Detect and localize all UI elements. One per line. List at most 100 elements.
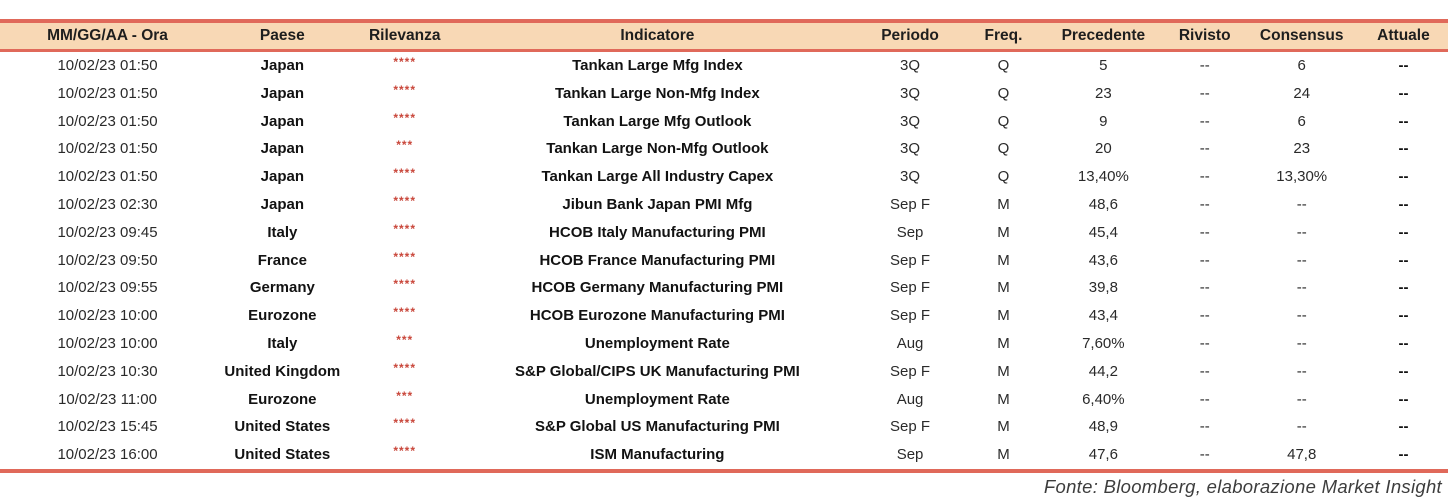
- cell-indicator: HCOB France Manufacturing PMI: [539, 251, 776, 269]
- relevance-stars: ****: [393, 221, 417, 236]
- cell-previous: 7,60%: [1082, 334, 1125, 352]
- table-row: 10/02/23 09:45 Italy **** HCOB Italy Man…: [0, 219, 1448, 247]
- cell-datetime: 10/02/23 15:45: [57, 418, 158, 436]
- relevance-stars: ****: [393, 360, 417, 375]
- cell-consensus: 6: [1297, 57, 1306, 74]
- cell-datetime: 10/02/23 01:50: [57, 112, 158, 130]
- column-header-period: Periodo: [855, 19, 966, 52]
- cell-indicator: Tankan Large Non-Mfg Index: [555, 84, 760, 102]
- table-row: 10/02/23 11:00 Eurozone *** Unemployment…: [0, 386, 1448, 414]
- cell-period: 3Q: [900, 57, 921, 74]
- cell-consensus: 24: [1293, 84, 1311, 102]
- cell-actual: --: [1398, 84, 1409, 102]
- cell-period: 3Q: [900, 112, 921, 130]
- cell-datetime: 10/02/23 01:50: [57, 84, 158, 102]
- cell-previous: 48,6: [1088, 195, 1118, 213]
- cell-country: Japan: [260, 195, 305, 213]
- cell-previous: 44,2: [1088, 362, 1118, 380]
- column-header-indicator: Indicatore: [459, 19, 856, 52]
- cell-country: United Kingdom: [224, 362, 341, 380]
- cell-consensus: --: [1296, 418, 1307, 436]
- cell-period: Sep F: [890, 418, 931, 436]
- cell-actual: --: [1398, 334, 1409, 352]
- relevance-stars: ****: [393, 416, 417, 431]
- cell-freq: Q: [997, 140, 1010, 158]
- cell-revised: --: [1199, 223, 1210, 241]
- cell-indicator: Jibun Bank Japan PMI Mfg: [562, 195, 753, 213]
- cell-datetime: 10/02/23 10:30: [57, 362, 158, 380]
- cell-previous: 20: [1095, 140, 1112, 158]
- cell-revised: --: [1199, 334, 1210, 352]
- cell-previous: 48,9: [1088, 418, 1118, 436]
- cell-freq: M: [997, 307, 1010, 325]
- table-row: 10/02/23 01:50 Japan **** Tankan Large M…: [0, 108, 1448, 136]
- cell-period: Sep F: [890, 279, 931, 297]
- cell-period: Sep: [896, 446, 924, 464]
- relevance-stars: ****: [393, 249, 417, 264]
- relevance-stars: ***: [396, 388, 414, 403]
- cell-consensus: 6: [1297, 112, 1306, 130]
- cell-country: Germany: [249, 279, 315, 297]
- cell-datetime: 10/02/23 01:50: [57, 140, 158, 158]
- cell-freq: M: [997, 334, 1010, 352]
- cell-indicator: S&P Global US Manufacturing PMI: [535, 418, 780, 436]
- cell-actual: --: [1398, 57, 1409, 74]
- cell-period: 3Q: [900, 168, 921, 186]
- table-row: 10/02/23 01:50 Japan **** Tankan Large A…: [0, 163, 1448, 191]
- table-row: 10/02/23 01:50 Japan **** Tankan Large M…: [0, 51, 1448, 80]
- cell-consensus: --: [1296, 334, 1307, 352]
- cell-actual: --: [1398, 362, 1409, 380]
- cell-period: Sep F: [890, 307, 931, 325]
- cell-freq: M: [997, 223, 1010, 241]
- cell-previous: 45,4: [1088, 223, 1118, 241]
- relevance-stars: ***: [396, 332, 414, 347]
- cell-freq: Q: [997, 84, 1010, 102]
- column-header-datetime: MM/GG/AA - Ora: [0, 19, 216, 52]
- cell-actual: --: [1398, 140, 1409, 158]
- column-header-relevance: Rilevanza: [349, 19, 460, 52]
- relevance-stars: ***: [396, 138, 414, 153]
- cell-datetime: 10/02/23 01:50: [57, 57, 158, 74]
- cell-actual: --: [1398, 195, 1409, 213]
- cell-indicator: Tankan Large All Industry Capex: [541, 168, 774, 186]
- cell-previous: 23: [1095, 84, 1112, 102]
- cell-indicator: Tankan Large Non-Mfg Outlook: [546, 140, 769, 158]
- cell-consensus: --: [1296, 390, 1307, 408]
- cell-revised: --: [1199, 84, 1210, 102]
- relevance-stars: ****: [393, 444, 417, 459]
- table-row: 10/02/23 10:00 Eurozone **** HCOB Eurozo…: [0, 302, 1448, 330]
- cell-revised: --: [1199, 279, 1210, 297]
- cell-country: Italy: [267, 223, 298, 241]
- cell-country: Italy: [267, 334, 298, 352]
- table-row: 10/02/23 01:50 Japan **** Tankan Large N…: [0, 80, 1448, 108]
- cell-indicator: Unemployment Rate: [584, 334, 730, 352]
- cell-consensus: --: [1296, 307, 1307, 325]
- cell-consensus: 47,8: [1287, 446, 1317, 464]
- cell-datetime: 10/02/23 09:55: [57, 279, 158, 297]
- cell-actual: --: [1398, 112, 1409, 130]
- cell-freq: M: [997, 390, 1010, 408]
- cell-revised: --: [1199, 307, 1210, 325]
- cell-freq: Q: [997, 57, 1010, 74]
- relevance-stars: ****: [393, 82, 417, 97]
- cell-actual: --: [1398, 446, 1409, 464]
- cell-revised: --: [1199, 140, 1210, 158]
- header-row: MM/GG/AA - Ora Paese Rilevanza Indicator…: [0, 19, 1448, 52]
- cell-country: Eurozone: [248, 390, 317, 408]
- cell-freq: M: [997, 446, 1010, 464]
- cell-revised: --: [1199, 57, 1210, 74]
- cell-period: Aug: [896, 334, 924, 352]
- cell-period: Sep: [896, 223, 924, 241]
- relevance-stars: ****: [393, 166, 417, 181]
- cell-previous: 43,6: [1088, 251, 1118, 269]
- column-header-revised: Rivisto: [1164, 19, 1245, 52]
- cell-period: Sep F: [890, 251, 931, 269]
- cell-period: 3Q: [900, 84, 921, 102]
- relevance-stars: ****: [393, 305, 417, 320]
- relevance-stars: ****: [393, 110, 417, 125]
- cell-datetime: 10/02/23 11:00: [58, 390, 157, 408]
- cell-actual: --: [1398, 390, 1409, 408]
- cell-country: United States: [234, 446, 331, 464]
- cell-country: Japan: [260, 168, 305, 186]
- table-row: 10/02/23 10:00 Italy *** Unemployment Ra…: [0, 330, 1448, 358]
